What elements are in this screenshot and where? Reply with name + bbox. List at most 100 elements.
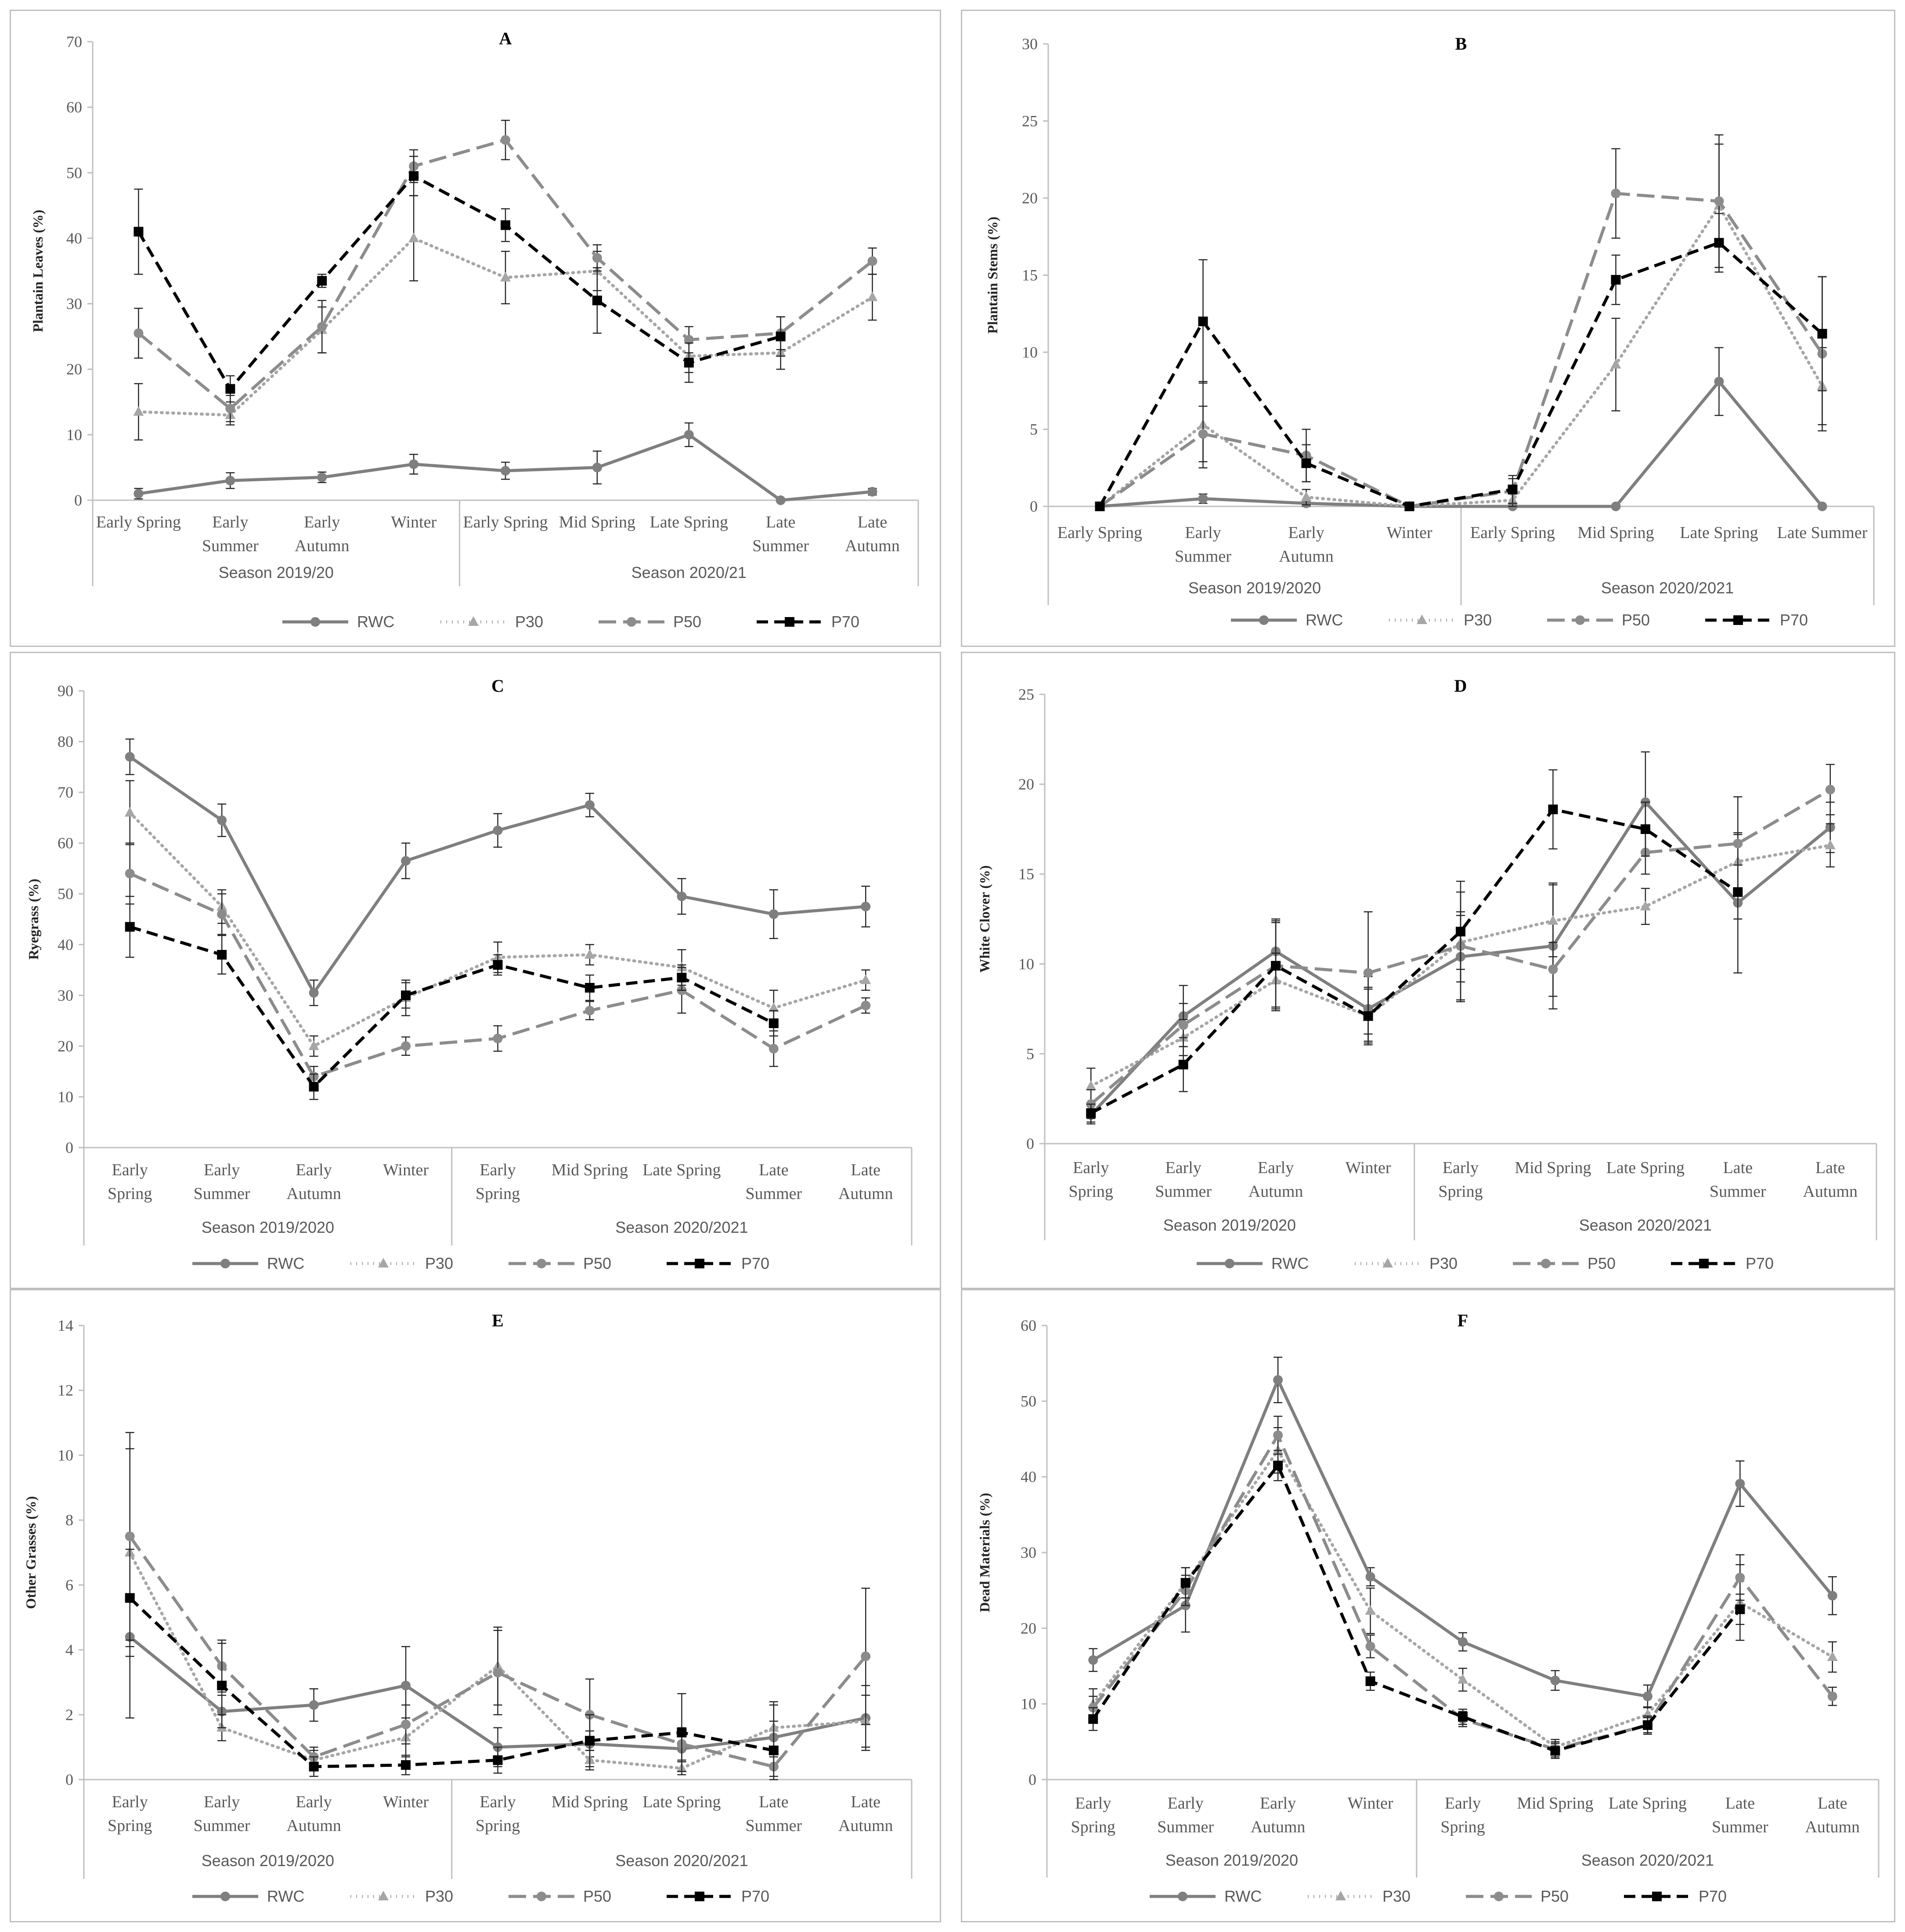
series-p70-point [592, 296, 602, 306]
legend-swatch-marker [310, 617, 320, 627]
x-category-label-line: Autumn [838, 1816, 893, 1835]
series-p30-point [124, 807, 135, 817]
x-category-label-line: Summer [202, 537, 259, 555]
chart-d-ylabel: White Clover (%) [977, 865, 992, 973]
legend-swatch-marker [1382, 1258, 1393, 1268]
season-group-label: Season 2019/2020 [202, 1218, 334, 1236]
x-category-label-line: Early [112, 1161, 148, 1179]
x-category-label: Early Summer [1155, 1159, 1212, 1201]
y-tick-label: 10 [58, 1446, 73, 1464]
legend-label: P70 [831, 613, 859, 631]
legend-item-rwc: RWC [192, 1887, 304, 1905]
series-p70-point [584, 983, 595, 993]
chart-c-ylabel: Ryegrass (%) [25, 879, 41, 960]
x-category-label-line: Early [480, 1793, 516, 1811]
season-group-label: Season 2019/2020 [1163, 1216, 1296, 1234]
y-tick-label: 0 [65, 1771, 73, 1788]
series-p50 [1088, 1416, 1837, 1758]
x-category-label-line: Late [851, 1793, 881, 1811]
x-category-label: Early Autumn [1279, 524, 1334, 566]
x-category-label-line: Autumn [1248, 1182, 1303, 1201]
x-category-label: Late Summer [1710, 1159, 1766, 1201]
legend-swatch-marker [1494, 1892, 1504, 1901]
x-category-label-line: Mid Spring [1577, 524, 1654, 542]
series-rwc-point [1714, 376, 1724, 386]
series-p70 [1088, 1450, 1745, 1759]
x-category-label-line: Late Spring [1609, 1794, 1687, 1813]
series-p50 [133, 119, 877, 423]
legend-label: RWC [1271, 1254, 1309, 1272]
y-tick-label: 70 [58, 784, 73, 801]
legend-swatch-marker [1541, 1259, 1551, 1268]
x-category-label-line: Early [304, 513, 340, 531]
series-p50-line [1092, 1434, 1834, 1751]
x-category-label-line: Autumn [286, 1184, 341, 1203]
legend-item-p70: P70 [1624, 1887, 1727, 1905]
series-p70-point [217, 950, 227, 960]
series-p70 [125, 896, 779, 1100]
legend-swatch-marker [695, 1892, 704, 1901]
legend-label: RWC [267, 1254, 304, 1272]
y-tick-label: 0 [1030, 498, 1038, 515]
series-p50-point [1611, 188, 1621, 199]
x-category-label: Early Spring [476, 1793, 520, 1835]
series-p70-point [684, 358, 694, 368]
legend-item-p30: P30 [350, 1254, 453, 1272]
legend-item-p70: P70 [1705, 611, 1808, 629]
x-category-label-line: Summer [1712, 1818, 1768, 1836]
legend-swatch-marker [1699, 1259, 1709, 1268]
series-p70-point [317, 276, 327, 286]
x-category-label-line: Early [1445, 1794, 1481, 1813]
x-category-label: Late Autumn [1805, 1794, 1860, 1836]
x-category-label-line: Late [858, 513, 888, 531]
season-group-label: Season 2020/2021 [615, 1852, 748, 1870]
x-category-label-line: Early [1185, 524, 1221, 542]
x-category-label-line: Spring [476, 1816, 520, 1835]
x-category-label-line: Spring [1071, 1818, 1115, 1836]
x-category-label: Late Spring [650, 513, 728, 531]
x-category-label-line: Early [1288, 524, 1324, 542]
series-p70 [125, 1549, 779, 1780]
x-category-label: Late Summer [745, 1793, 802, 1835]
x-category-label-line: Late Spring [1606, 1159, 1685, 1177]
season-group-label: Season 2019/2020 [1188, 579, 1321, 597]
series-p70-point [1365, 1676, 1375, 1686]
series-p50-point [125, 869, 135, 878]
series-p30-point [867, 291, 878, 301]
series-p50-point [1548, 964, 1558, 975]
legend-item-p30: P30 [350, 1887, 453, 1905]
season-group-label: Season 2020/2021 [1601, 579, 1734, 597]
x-category-label: Early Summer [194, 1793, 250, 1835]
x-category-label: Mid Spring [552, 1793, 628, 1811]
y-tick-label: 20 [66, 361, 82, 378]
chart-d-title: D [1454, 676, 1467, 696]
x-category-label-line: Summer [1157, 1818, 1214, 1836]
legend-label: P50 [583, 1887, 611, 1905]
series-p30-point [1610, 359, 1621, 369]
y-tick-label: 40 [58, 936, 73, 953]
y-tick-label: 20 [1022, 189, 1038, 207]
x-category-label: Late Spring [642, 1793, 721, 1811]
chart-f: F Dead Materials (%) 0 10 20 30 40 50 60 Early Spr… [977, 1311, 1880, 1905]
series-p70-point [501, 220, 510, 230]
x-category-label-line: Early [204, 1793, 240, 1811]
series-p50-line [1099, 191, 1824, 508]
x-category-label: Early Summer [1157, 1794, 1214, 1836]
series-p50-point [1365, 1641, 1375, 1651]
series-p70-point [776, 332, 786, 342]
x-category-label-line: Late [1723, 1159, 1753, 1177]
legend-item-rwc: RWC [1231, 611, 1343, 629]
series-p50-point [401, 1719, 411, 1730]
series-p70-point [1714, 238, 1724, 248]
x-category-label: Early Autumn [1251, 1794, 1306, 1836]
series-p70-point [1508, 484, 1518, 495]
series-p30-point [1301, 491, 1312, 501]
series-p50-point [584, 1006, 595, 1015]
series-rwc-point [776, 495, 786, 505]
series-p70-point [133, 227, 144, 237]
series-rwc-point [501, 466, 510, 476]
x-category-label-line: Summer [194, 1816, 250, 1835]
series-p30-point [1458, 1674, 1468, 1684]
x-category-label-line: Winter [383, 1793, 429, 1811]
